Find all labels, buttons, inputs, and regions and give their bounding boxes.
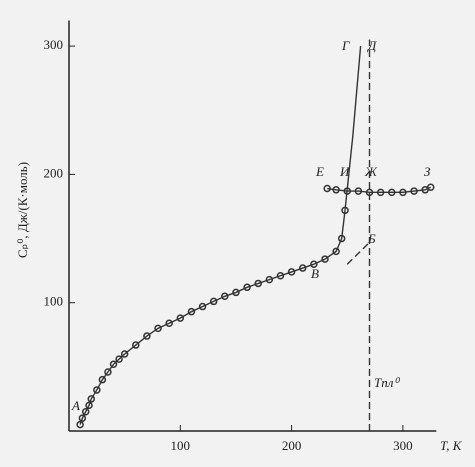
y-tick-label: 300 xyxy=(44,37,64,52)
data-point xyxy=(323,184,331,193)
data-point xyxy=(376,188,385,197)
data-point xyxy=(198,302,207,311)
data-point xyxy=(98,375,107,384)
data-point xyxy=(132,341,140,349)
data-point xyxy=(176,314,185,322)
data-point xyxy=(332,247,340,256)
data-point xyxy=(165,319,173,327)
annotation: В xyxy=(311,266,319,281)
data-point xyxy=(426,183,435,191)
data-point xyxy=(343,187,351,195)
data-point xyxy=(221,292,229,301)
data-point xyxy=(143,332,151,340)
data-point xyxy=(388,188,396,197)
data-point xyxy=(187,307,196,316)
data-point xyxy=(76,420,84,429)
y-tick-label: 100 xyxy=(44,294,64,309)
x-tick-label: 200 xyxy=(282,438,302,453)
data-point xyxy=(85,401,93,410)
series-line xyxy=(344,46,362,211)
series-line xyxy=(79,210,346,425)
data-point xyxy=(120,350,129,358)
data-point xyxy=(410,187,418,195)
data-point xyxy=(115,355,123,363)
annotation: З xyxy=(424,164,431,179)
annotation: Б xyxy=(367,231,376,246)
data-point xyxy=(81,408,90,416)
data-point xyxy=(310,260,318,268)
data-point xyxy=(287,268,296,276)
data-point xyxy=(104,368,112,376)
x-tick-label: 300 xyxy=(393,438,413,453)
y-tick-label: 200 xyxy=(44,165,64,180)
annotation: Е xyxy=(315,164,324,179)
data-point xyxy=(399,188,407,197)
data-point xyxy=(254,279,262,288)
data-point xyxy=(265,275,274,284)
annotation: Г xyxy=(341,38,350,53)
data-point xyxy=(321,255,329,263)
annotation: И xyxy=(339,164,350,179)
data-point xyxy=(332,186,340,194)
data-point xyxy=(93,386,101,394)
data-point xyxy=(209,297,218,306)
x-axis-label: T, К xyxy=(440,438,463,453)
data-point xyxy=(243,283,251,292)
data-point xyxy=(154,324,162,333)
data-point xyxy=(354,187,363,195)
annotation: Д xyxy=(366,38,377,53)
annotation: А xyxy=(71,398,80,413)
x-tick-label: 100 xyxy=(171,438,191,453)
data-point xyxy=(298,264,307,272)
series-line xyxy=(346,241,370,265)
annotation: Tпл⁰ xyxy=(374,375,400,390)
annotation: Ж xyxy=(364,164,378,179)
data-point xyxy=(232,288,240,297)
data-point xyxy=(276,272,285,280)
data-point xyxy=(87,395,96,403)
data-point xyxy=(78,414,87,422)
data-point xyxy=(337,234,346,243)
y-axis-label: Cₚ⁰, Дж/(К·моль) xyxy=(15,162,30,258)
data-point xyxy=(109,360,118,369)
